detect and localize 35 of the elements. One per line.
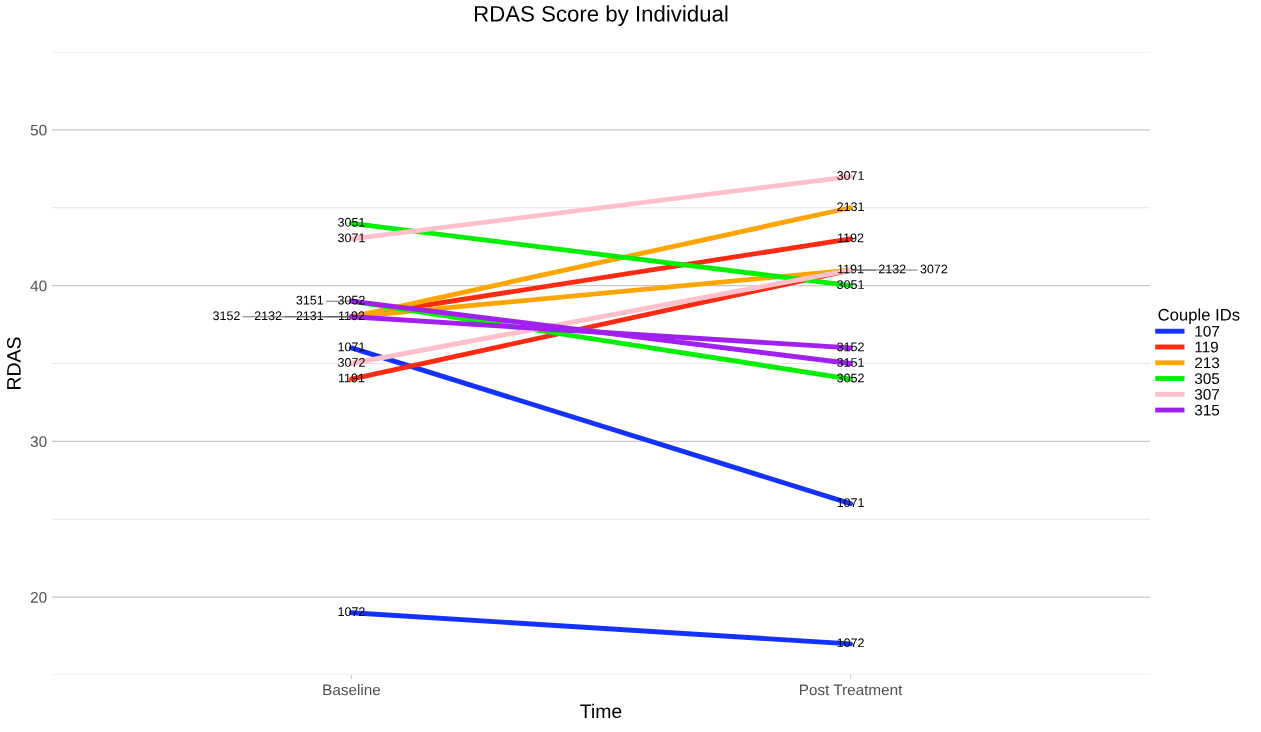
legend-label: 315 xyxy=(1194,404,1220,416)
annotation: 2131 xyxy=(837,202,864,212)
annotation: 3071 xyxy=(837,171,864,180)
annotation: 3072 xyxy=(920,264,948,274)
legend-label: 305 xyxy=(1194,373,1220,385)
annotation: 1192 xyxy=(838,233,864,243)
annotation: 2132 xyxy=(254,311,282,321)
annotation: 3052 xyxy=(837,373,864,383)
annotation: 1072 xyxy=(338,607,365,617)
legend-label: 307 xyxy=(1194,388,1220,400)
annotation: 3071 xyxy=(338,233,365,243)
legend-label: 213 xyxy=(1195,357,1220,369)
y-tick-label: 40 xyxy=(30,280,47,292)
annotation: 1071 xyxy=(338,342,365,352)
annotation: 3052 xyxy=(338,295,365,305)
y-tick-label: 50 xyxy=(30,124,47,136)
y-tick-label: 30 xyxy=(30,436,47,448)
x-axis-title: Time xyxy=(580,703,622,719)
y-tick-label: 20 xyxy=(30,591,47,603)
annotation: 3072 xyxy=(338,358,365,367)
annotation: 3051 xyxy=(837,280,864,289)
annotation: 3051 xyxy=(338,217,365,227)
annotation: 1191 xyxy=(838,264,864,274)
annotation: 3152 xyxy=(213,311,240,321)
chart-title: RDAS Score by Individual xyxy=(474,5,728,27)
x-tick-label: Baseline xyxy=(323,684,381,696)
legend-label: 119 xyxy=(1195,341,1218,353)
annotation: 1191 xyxy=(338,373,365,383)
y-axis-title: RDAS xyxy=(6,337,21,389)
legend-title: Couple IDs xyxy=(1158,308,1240,324)
annotation: 3151 xyxy=(837,358,864,367)
annotation: 2132 xyxy=(878,264,906,274)
annotation: 3151 xyxy=(296,295,324,305)
legend-label: 107 xyxy=(1195,325,1220,337)
x-tick-label: Post Treatment xyxy=(800,684,903,696)
